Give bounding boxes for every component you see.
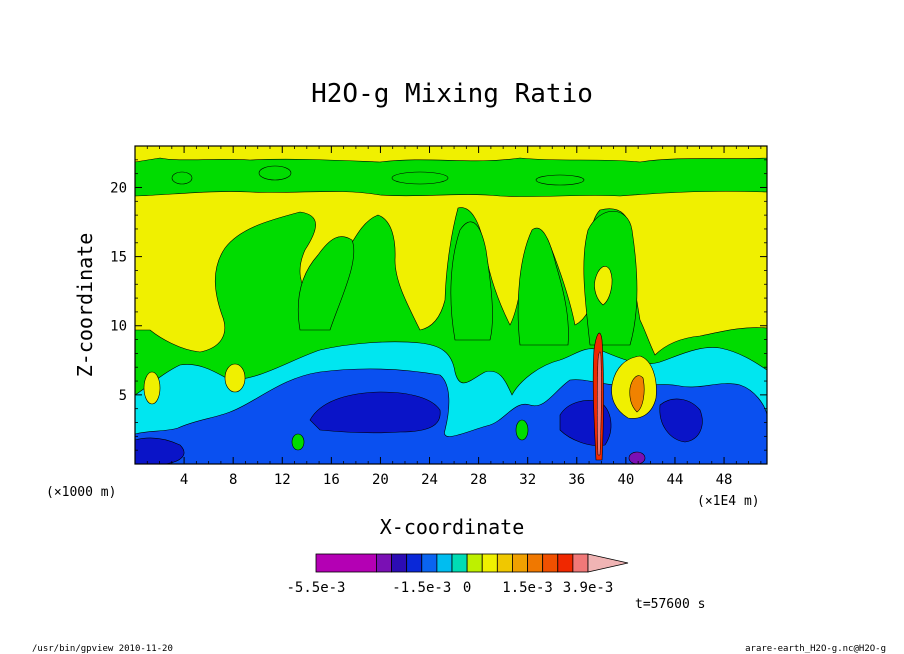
x-tick-label: 16	[323, 472, 340, 488]
x-axis-ticks: 4 8 12 16 20 24 28 32 36 40 44 48	[146, 146, 762, 488]
colorbar-labels: -5.5e-3 -1.5e-3 0 1.5e-3 3.9e-3	[286, 580, 613, 596]
x-tick-label: 4	[180, 472, 188, 488]
colorbar-segment	[466, 553, 483, 573]
x-axis-title: X-coordinate	[380, 515, 525, 539]
contour-band-orange	[629, 375, 645, 413]
y-tick-label: 5	[119, 388, 127, 404]
colorbar-segment	[406, 553, 423, 573]
y-axis-title: Z-coordinate	[73, 233, 97, 378]
colorbar-segment	[512, 553, 528, 573]
x-unit-label: (×1000 m)	[46, 485, 116, 500]
x-tick-label: 36	[568, 472, 585, 488]
footer-right: arare-earth_H2O-g.nc@H2O-g	[745, 644, 886, 654]
x-tick-label: 32	[519, 472, 536, 488]
x-tick-label: 20	[372, 472, 389, 488]
contour-band-green-island-4	[535, 174, 585, 186]
x-tick-label: 40	[617, 472, 634, 488]
colorbar-label: 3.9e-3	[563, 580, 614, 596]
colorbar-extension-arrow	[587, 553, 629, 573]
footer-left: /usr/bin/gpview 2010-11-20	[32, 644, 173, 654]
contour-band-pink-column	[597, 351, 602, 456]
contour-band-green-plume-1	[297, 236, 355, 331]
x-tick-label: 8	[229, 472, 237, 488]
colorbar-segment	[315, 553, 377, 573]
x-scale-note: (×1E4 m)	[697, 494, 760, 509]
contour-band-green-bottom-spot	[291, 433, 305, 451]
colorbar-segment	[421, 553, 438, 573]
contour-band-green-island-3	[391, 171, 449, 185]
y-axis-ticks: 5 10 15 20	[110, 159, 767, 451]
plot-frame	[134, 145, 768, 465]
colorbar-segment	[376, 553, 392, 573]
contour-band-navy-left	[135, 437, 185, 464]
contour-field	[135, 146, 767, 464]
colorbar-segment	[527, 553, 544, 573]
y-tick-label: 20	[110, 180, 127, 196]
contour-band-purple-spot	[628, 451, 646, 464]
colorbar-segment	[436, 553, 453, 573]
colorbar	[315, 553, 629, 573]
colorbar-segment	[481, 553, 498, 573]
time-label: t=57600 s	[635, 597, 705, 612]
contour-band-navy	[309, 391, 441, 434]
y-tick-label: 10	[110, 319, 127, 335]
x-tick-label: 28	[470, 472, 487, 488]
contour-band-green-island-1	[258, 165, 292, 181]
contour-band-green-plume-2	[450, 221, 493, 341]
contour-band-yellow-lobe-mid	[224, 363, 246, 393]
colorbar-label: 1.5e-3	[502, 580, 553, 596]
colorbar-segment	[451, 553, 468, 573]
x-tick-label: 12	[274, 472, 291, 488]
contour-band-green-island-2	[171, 171, 193, 185]
colorbar-label: -1.5e-3	[392, 580, 451, 596]
colorbar-segment	[557, 553, 574, 573]
contour-band-green-bottom-spot-2	[515, 419, 529, 441]
contour-band-yellow-lobe	[594, 266, 613, 306]
x-tick-label: 24	[421, 472, 438, 488]
contour-band-yellow-lobe-left	[143, 371, 161, 405]
x-tick-label: 44	[667, 472, 684, 488]
colorbar-segment	[572, 553, 589, 573]
colorbar-segment	[391, 553, 408, 573]
contour-band-navy-far-right	[659, 398, 703, 443]
chart-title: H2O-g Mixing Ratio	[311, 79, 593, 109]
colorbar-segment	[542, 553, 559, 573]
y-tick-label: 15	[110, 250, 127, 266]
colorbar-label: 0	[463, 580, 471, 596]
colorbar-label: -5.5e-3	[286, 580, 345, 596]
colorbar-segment	[496, 553, 513, 573]
contour-band-yellow-top	[135, 146, 767, 163]
contour-band-green-plume-3	[517, 227, 569, 346]
x-tick-label: 48	[716, 472, 733, 488]
